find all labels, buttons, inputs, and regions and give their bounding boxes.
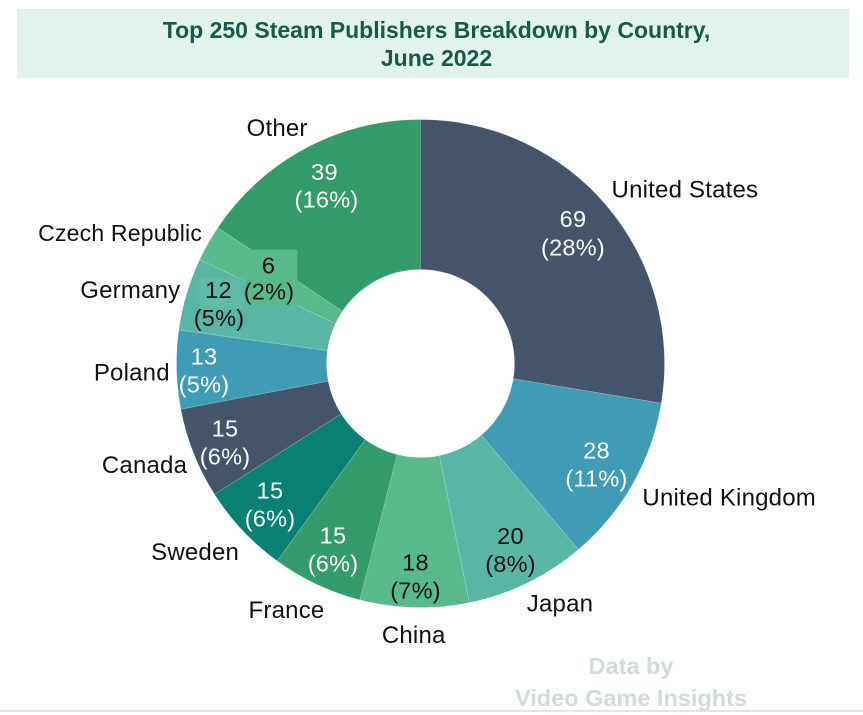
svg-text:France: France xyxy=(249,597,325,624)
svg-text:Poland: Poland xyxy=(94,360,170,387)
svg-text:Germany: Germany xyxy=(80,277,180,304)
svg-text:(6%): (6%) xyxy=(245,506,296,532)
svg-text:15: 15 xyxy=(212,416,239,442)
svg-text:China: China xyxy=(382,622,446,649)
svg-text:13: 13 xyxy=(191,344,218,370)
svg-text:(6%): (6%) xyxy=(200,444,251,470)
svg-text:12: 12 xyxy=(205,277,232,303)
svg-text:6: 6 xyxy=(262,253,275,279)
svg-text:28: 28 xyxy=(583,438,610,464)
svg-text:Canada: Canada xyxy=(102,452,188,479)
svg-text:(2%): (2%) xyxy=(244,279,295,305)
svg-text:Czech Republic: Czech Republic xyxy=(38,220,202,246)
svg-text:15: 15 xyxy=(320,523,347,549)
svg-text:(28%): (28%) xyxy=(541,234,605,260)
svg-text:Sweden: Sweden xyxy=(151,539,239,566)
svg-text:18: 18 xyxy=(402,550,429,576)
svg-text:United States: United States xyxy=(612,177,759,204)
svg-text:Other: Other xyxy=(247,115,308,142)
svg-text:(6%): (6%) xyxy=(308,551,359,577)
svg-text:69: 69 xyxy=(560,206,587,232)
svg-text:Japan: Japan xyxy=(527,591,593,618)
svg-text:United Kingdom: United Kingdom xyxy=(642,485,816,512)
svg-text:(5%): (5%) xyxy=(194,305,245,331)
svg-text:(7%): (7%) xyxy=(390,578,441,604)
svg-text:(11%): (11%) xyxy=(565,466,627,492)
svg-text:20: 20 xyxy=(497,523,524,549)
svg-text:39: 39 xyxy=(311,159,338,185)
svg-text:15: 15 xyxy=(257,478,284,504)
svg-text:(16%): (16%) xyxy=(295,187,359,213)
svg-text:(8%): (8%) xyxy=(485,551,536,577)
svg-text:(5%): (5%) xyxy=(179,372,230,398)
